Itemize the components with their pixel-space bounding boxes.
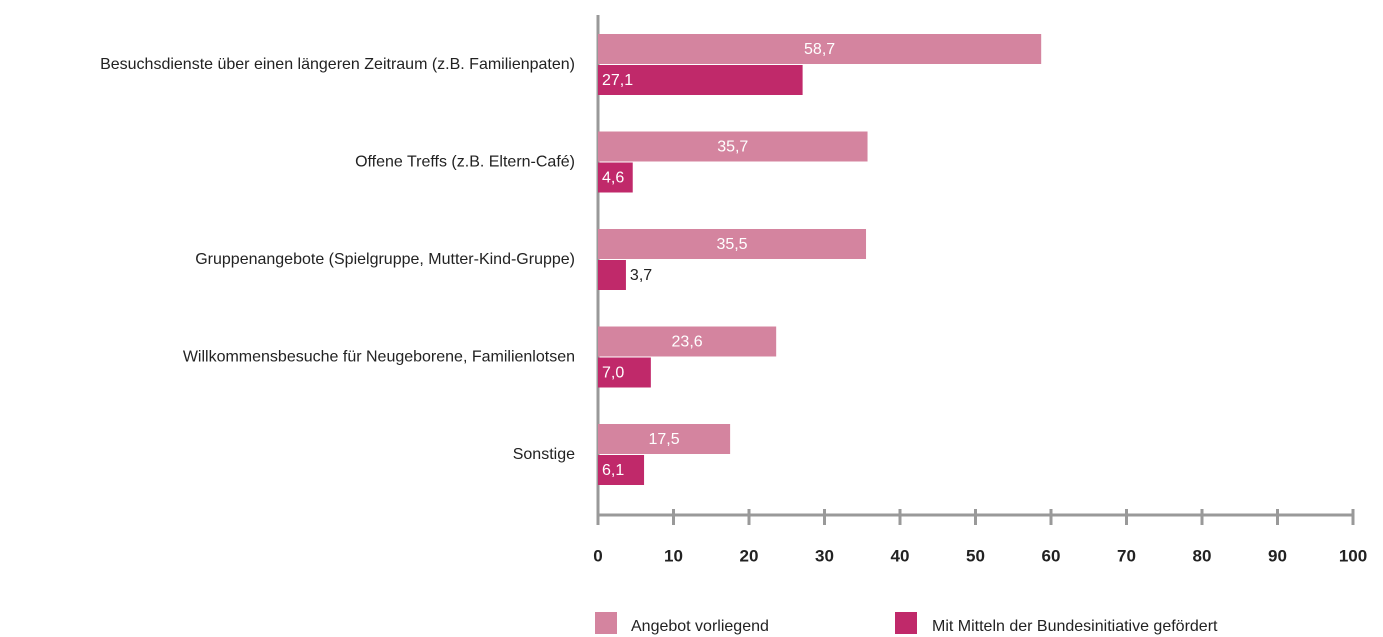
bar bbox=[598, 455, 645, 485]
category-label: Gruppenangebote (Spielgruppe, Mutter-Kin… bbox=[195, 251, 575, 268]
legend-swatch bbox=[895, 612, 917, 634]
bar bbox=[598, 326, 777, 357]
bar bbox=[598, 357, 651, 388]
x-tick-label: 100 bbox=[1339, 546, 1367, 565]
x-tick-label: 20 bbox=[740, 546, 759, 565]
value-label: 35,7 bbox=[717, 139, 748, 156]
legend-swatch bbox=[595, 612, 617, 634]
category-label: Sonstige bbox=[513, 446, 575, 463]
value-label: 58,7 bbox=[804, 41, 835, 58]
value-label: 17,5 bbox=[648, 431, 679, 448]
bar bbox=[598, 65, 803, 95]
bar bbox=[598, 162, 633, 193]
value-label: 23,6 bbox=[672, 334, 703, 351]
x-tick-label: 90 bbox=[1268, 546, 1287, 565]
value-label: 3,7 bbox=[630, 267, 652, 284]
bar bbox=[598, 34, 1042, 64]
bar bbox=[598, 260, 626, 290]
bar bbox=[598, 229, 867, 259]
bar bbox=[598, 424, 731, 454]
x-tick-label: 70 bbox=[1117, 546, 1136, 565]
x-tick-label: 60 bbox=[1042, 546, 1061, 565]
bar bbox=[598, 131, 868, 162]
legend-label: Mit Mitteln der Bundesinitiative geförde… bbox=[932, 618, 1218, 635]
x-tick-label: 0 bbox=[593, 546, 602, 565]
value-label: 27,1 bbox=[602, 72, 633, 89]
x-tick-label: 30 bbox=[815, 546, 834, 565]
value-label: 35,5 bbox=[716, 236, 747, 253]
x-tick-label: 80 bbox=[1193, 546, 1212, 565]
category-label: Willkommensbesuche für Neugeborene, Fami… bbox=[183, 349, 575, 366]
value-label: 4,6 bbox=[602, 170, 624, 187]
x-tick-label: 50 bbox=[966, 546, 985, 565]
x-tick-label: 40 bbox=[891, 546, 910, 565]
legend-label: Angebot vorliegend bbox=[631, 618, 769, 635]
value-label: 6,1 bbox=[602, 462, 624, 479]
x-tick-label: 10 bbox=[664, 546, 683, 565]
value-label: 7,0 bbox=[602, 365, 624, 382]
category-label: Besuchsdienste über einen längeren Zeitr… bbox=[100, 56, 575, 73]
category-label: Offene Treffs (z.B. Eltern-Café) bbox=[355, 154, 575, 171]
